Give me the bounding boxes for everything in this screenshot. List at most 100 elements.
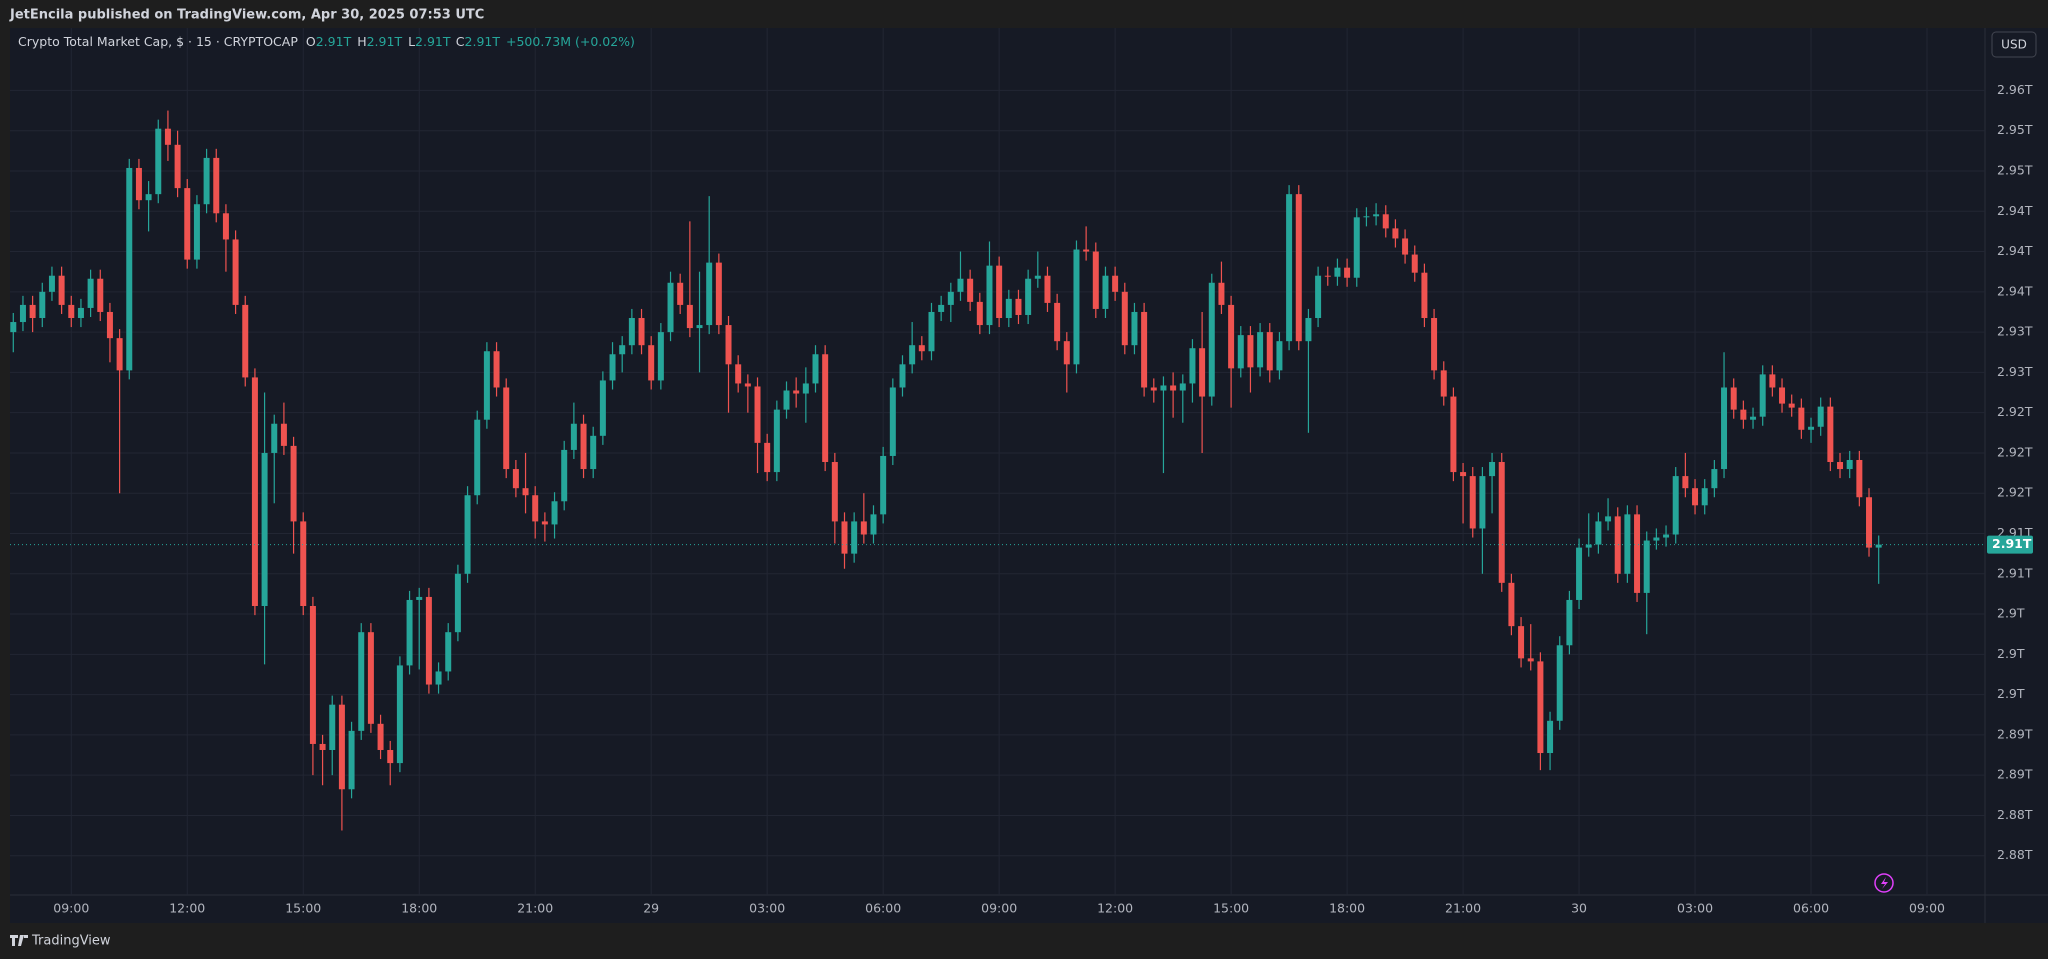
candle-body [290,445,297,522]
candle-body [1150,387,1157,391]
candle-body [309,606,316,744]
candle-body [522,488,529,496]
y-tick-label: 2.91T [1997,565,2033,580]
legend-value: 2.91T [465,34,501,49]
candle-body [1711,469,1718,489]
candle-body [213,157,220,214]
candle-body [764,442,771,473]
candle-body [725,325,732,365]
x-tick-label: 06:00 [1793,901,1829,916]
candle-body [1518,626,1525,659]
candle-body [1469,476,1476,529]
currency-label[interactable]: USD [2001,38,2027,52]
legend-title: Crypto Total Market Cap, $ · 15 · CRYPTO… [18,34,298,49]
candle-body [1228,304,1235,369]
candle-body [677,282,684,305]
y-tick-label: 2.96T [1997,82,2033,97]
candle-body [1759,374,1766,417]
candle-body [609,354,616,381]
candle-body [1034,275,1041,279]
candle-body [1092,251,1099,309]
candle-body [802,383,809,394]
candle-body [416,596,423,600]
y-tick-label: 2.93T [1997,364,2033,379]
candle-body [1837,462,1844,470]
candle-body [1353,217,1360,278]
candle-body [1450,396,1457,473]
candle-body [97,278,104,312]
x-tick-label: 21:00 [517,901,553,916]
candle-body [1672,476,1679,535]
y-tick-label: 2.94T [1997,203,2033,218]
candle-body [164,128,171,145]
y-tick-label: 2.95T [1997,162,2033,177]
candle-body [841,521,848,554]
candle-body [628,318,635,346]
candle-body [503,387,510,470]
candle-body [1044,275,1051,303]
candle-body [493,351,500,388]
y-tick-label: 2.88T [1997,847,2033,862]
candle-body [1199,348,1206,397]
candle-body [1556,645,1563,721]
last-price-box [1987,535,2033,554]
candle-body [338,704,345,790]
candle-body [222,213,229,240]
candle-body [580,423,587,470]
candle-body [1218,282,1225,305]
candle-body [1382,214,1389,229]
candle-body [203,157,210,205]
candle-body [735,364,742,384]
last-price-label: 2.91T [1992,536,2032,551]
candle-body [19,304,26,323]
candle-body [1614,516,1621,574]
candle-body [135,167,142,201]
candle-body [1344,267,1351,278]
candle-body [1276,341,1283,371]
x-tick-label: 12:00 [1097,901,1133,916]
candle-body [1170,385,1177,391]
candle-body [667,282,674,333]
alert-icon-bolt [1881,877,1888,889]
candle-body [77,307,84,319]
legend-key: O [306,34,316,49]
candle-body [1808,426,1815,430]
currency-button[interactable] [1991,31,2037,58]
x-tick-label: 09:00 [53,901,89,916]
y-tick-label: 2.95T [1997,122,2033,137]
candle-body [1750,416,1757,420]
candle-body [706,262,713,326]
x-tick-label: 15:00 [1213,901,1249,916]
candle-body [976,301,983,326]
x-tick-label: 12:00 [169,901,205,916]
x-tick-label: 18:00 [401,901,437,916]
candle-body [1440,370,1447,397]
candle-body [1189,348,1196,384]
x-tick-label: 29 [643,901,659,916]
candle-body [1160,385,1167,391]
y-tick-label: 2.94T [1997,243,2033,258]
candle-body [715,262,722,326]
candle-body [619,345,626,355]
candle-body [1266,332,1273,371]
x-tick-label: 18:00 [1329,901,1365,916]
candle-body [860,521,867,535]
candle-body [686,304,693,329]
y-tick-label: 2.94T [1997,283,2033,298]
candle-body [1682,476,1689,489]
candle-body [1856,459,1863,498]
candle-body [1237,335,1244,369]
candle-body [870,514,877,535]
candle-body [1498,462,1505,583]
candle-body [1827,406,1834,463]
legend-value: 2.91T [316,34,352,49]
candle-body [1431,318,1438,371]
candle-body [1643,540,1650,593]
candle-body [1585,544,1592,548]
candle-body [1015,298,1022,315]
candle-body [1102,275,1109,309]
candle-body [358,632,365,731]
candle-body [754,386,761,443]
alert-icon[interactable] [1874,873,1894,893]
